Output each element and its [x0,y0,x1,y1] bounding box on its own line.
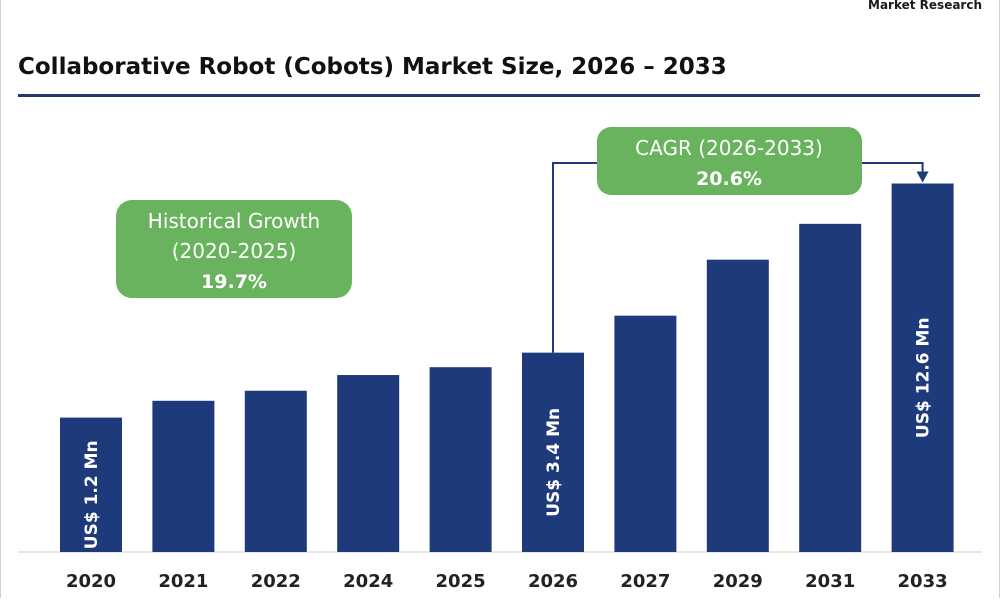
x-tick-label-2025: 2025 [436,571,486,592]
historical-callout-line1: Historical Growth [148,209,320,233]
bar-2025 [429,367,492,552]
bar-2021 [152,400,215,552]
cagr-callout: CAGR (2026-2033) 20.6% [597,127,862,195]
historical-growth-callout: Historical Growth (2020-2025) 19.7% [116,200,352,298]
bar-data-label-2020: US$ 1.2 Mn [82,440,102,549]
bar-2024 [337,375,400,552]
historical-callout-value: 19.7% [201,271,267,293]
bar-2029 [706,259,769,552]
x-tick-label-2031: 2031 [805,571,855,592]
x-tick-label-2020: 2020 [66,571,116,592]
x-tick-label-2024: 2024 [343,571,393,592]
cagr-arrowhead [916,171,929,183]
bar-2022 [244,390,307,552]
bar-data-label-2026: US$ 3.4 Mn [544,408,564,517]
x-tick-label-2029: 2029 [713,571,763,592]
historical-callout-line2: (2020-2025) [172,239,297,263]
x-tick-label-2027: 2027 [620,571,670,592]
x-tick-label-2033: 2033 [898,571,948,592]
bar-2031 [799,223,862,552]
chart-title: Collaborative Robot (Cobots) Market Size… [18,54,727,80]
x-tick-label-2026: 2026 [528,571,578,592]
bar-2033 [891,183,954,552]
bar-data-label-2033: US$ 12.6 Mn [914,317,934,438]
bar-2020 [60,417,122,552]
brand-text: Market Research [868,0,982,12]
cagr-callout-value: 20.6% [696,168,762,190]
historical-callout-box [116,200,352,298]
cagr-callout-box [597,127,862,195]
x-tick-label-2021: 2021 [158,571,208,592]
x-tick-label-2022: 2022 [251,571,301,592]
bar-2026 [522,352,584,552]
cagr-callout-line1: CAGR (2026-2033) [635,136,823,160]
title-underline [18,94,980,97]
bar-2027 [614,315,677,552]
